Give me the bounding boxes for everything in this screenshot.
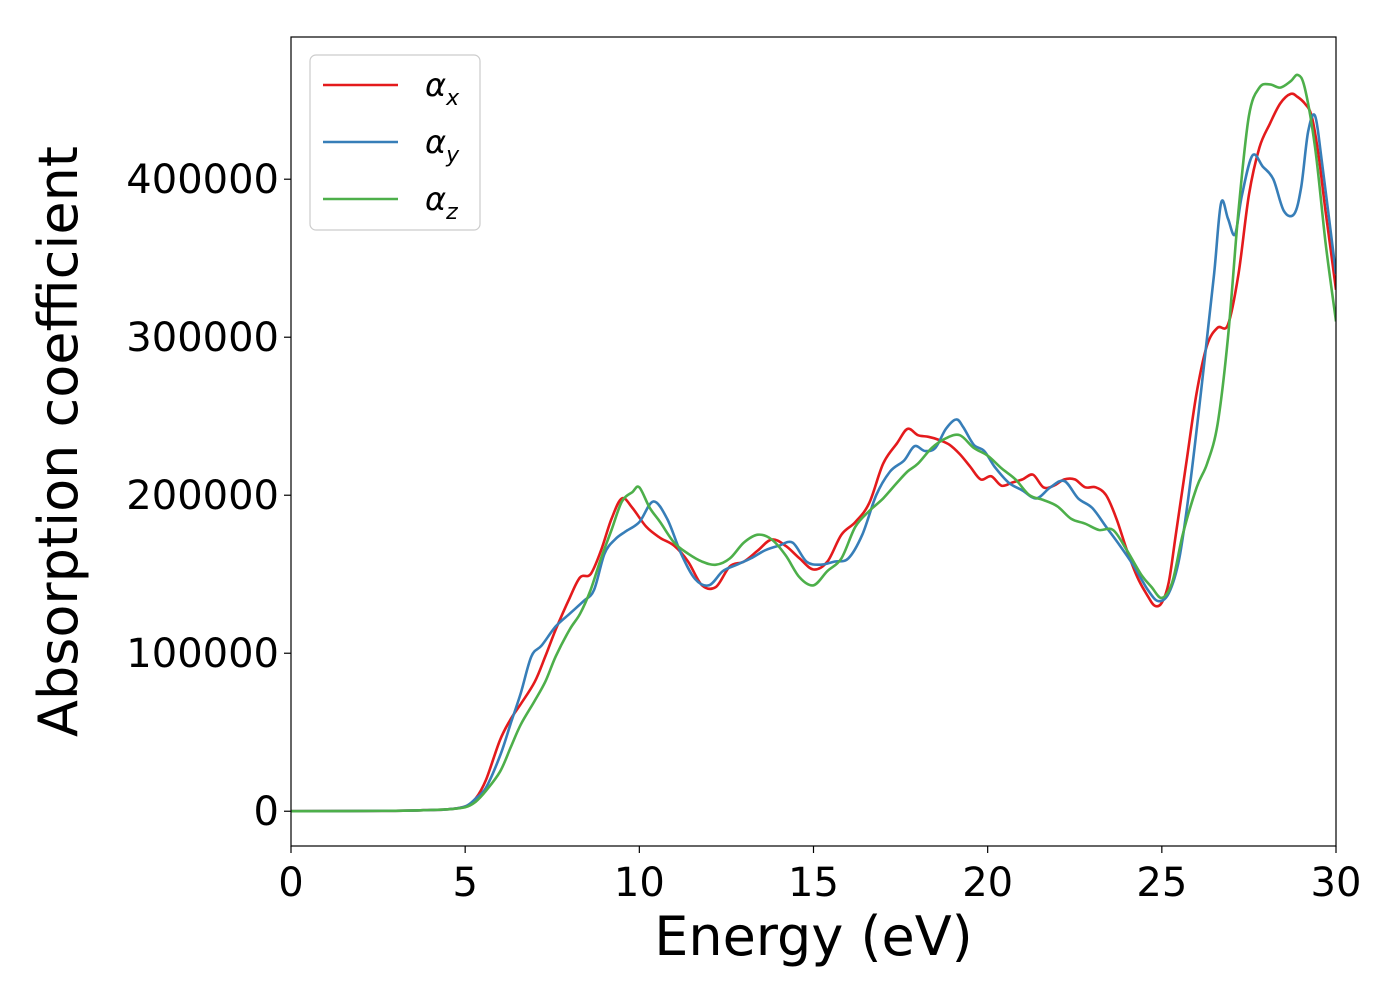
x-tick-label: 25 bbox=[1136, 860, 1187, 906]
y-axis-label: Absorption coefficient bbox=[27, 146, 90, 737]
y-tick-label: 200000 bbox=[126, 473, 279, 519]
y-tick-label: 0 bbox=[254, 789, 279, 835]
legend: αx αy αz bbox=[309, 54, 481, 231]
legend-label-z: αz bbox=[425, 180, 458, 225]
x-axis-ticks: 0 5 10 15 20 25 30 bbox=[278, 846, 1361, 906]
x-tick-label: 30 bbox=[1311, 860, 1362, 906]
legend-label-y: αy bbox=[425, 123, 460, 168]
x-tick-label: 15 bbox=[788, 860, 839, 906]
y-tick-label: 300000 bbox=[126, 315, 279, 361]
x-tick-label: 5 bbox=[452, 860, 477, 906]
plot-lines bbox=[291, 73, 1336, 813]
y-tick-label: 400000 bbox=[126, 157, 279, 203]
legend-label-x: αx bbox=[425, 66, 460, 111]
plot-frame bbox=[290, 36, 1337, 847]
series-line-x bbox=[291, 92, 1336, 813]
y-axis-ticks: 0 100000 200000 300000 400000 bbox=[126, 157, 291, 835]
y-tick-label: 100000 bbox=[126, 631, 279, 677]
series-line-z bbox=[291, 73, 1336, 813]
series-line-y bbox=[291, 113, 1336, 813]
x-tick-label: 0 bbox=[278, 860, 303, 906]
x-axis-label: Energy (eV) bbox=[654, 905, 973, 968]
x-tick-label: 10 bbox=[614, 860, 665, 906]
x-tick-label: 20 bbox=[962, 860, 1013, 906]
